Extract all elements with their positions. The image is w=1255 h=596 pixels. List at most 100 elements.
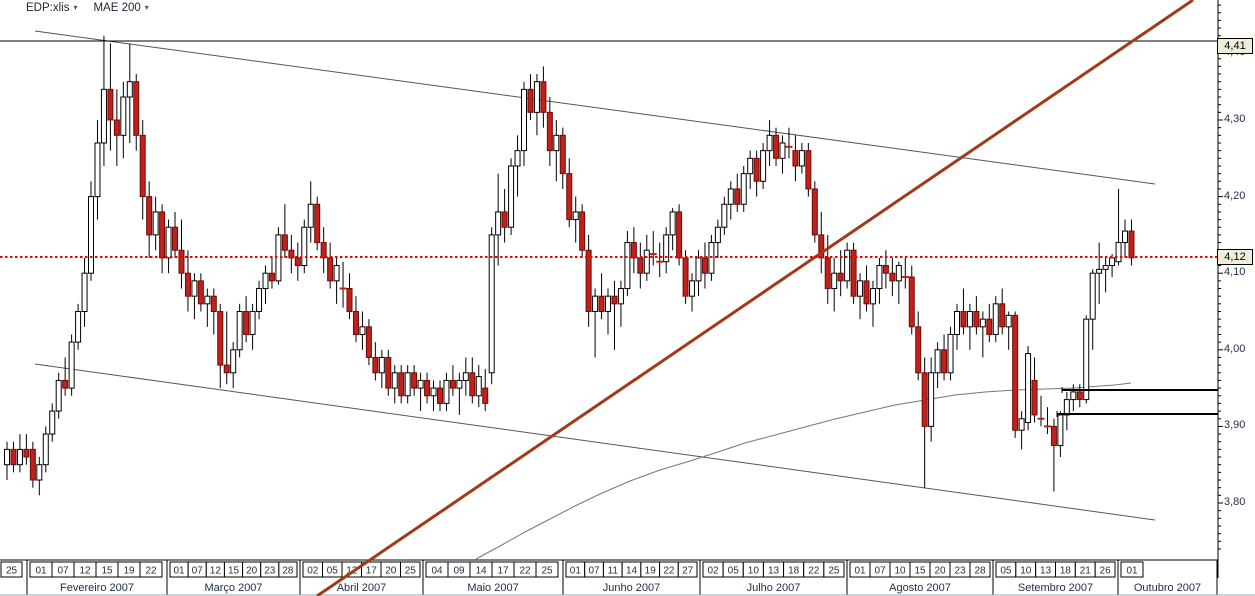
candle-down (113, 119, 120, 136)
candle-down (268, 272, 275, 282)
candle-down (915, 326, 922, 374)
month-label: Abril 2007 (337, 582, 387, 594)
candle-up (488, 234, 495, 374)
caret-down-icon: ▾ (73, 3, 78, 12)
candle-up (869, 288, 876, 305)
day-tick-label: 07 (192, 566, 204, 577)
candle-down (352, 311, 359, 335)
candle-up (301, 226, 308, 267)
day-tick-box (535, 561, 559, 578)
candle-down (243, 311, 250, 335)
candle-down (320, 242, 327, 259)
day-tick-label: 22 (663, 566, 675, 577)
candle-up (68, 341, 75, 389)
candle-doji (649, 253, 657, 256)
candle-down (546, 111, 553, 152)
candle-down (385, 356, 392, 389)
candle-up (443, 379, 450, 404)
candle-up (1025, 353, 1032, 424)
candle-up (514, 150, 521, 167)
day-tick-box (969, 561, 991, 578)
day-tick-label: 15 (914, 566, 926, 577)
symbol-dropdown[interactable]: EDP:xlis ▾ (26, 2, 77, 14)
day-tick-label: 25 (405, 566, 417, 577)
day-tick-box (677, 561, 698, 578)
candle-up (624, 242, 631, 290)
candle-up (760, 150, 767, 182)
month-label: Fevereiro 2007 (60, 582, 134, 594)
day-tick-label: 01 (854, 566, 866, 577)
candle-up (120, 96, 127, 136)
month-label: Maio 2007 (467, 582, 518, 594)
day-tick-label: 05 (728, 566, 740, 577)
candle-up (462, 372, 469, 381)
month-label: Julho 2007 (747, 582, 801, 594)
candle-up (75, 311, 82, 343)
candle-up (1063, 399, 1070, 416)
candle-down (559, 134, 566, 175)
candle-up (152, 211, 159, 236)
candle-down (469, 372, 476, 397)
candle-up (831, 272, 838, 290)
candle-down (159, 211, 166, 259)
candle-down (411, 372, 418, 389)
day-tick-label: 23 (264, 566, 276, 577)
uptrend-line[interactable] (316, 0, 1194, 596)
candlestick-series (4, 35, 1135, 496)
candle-down (941, 349, 948, 374)
candle-down (184, 272, 191, 297)
candle-up (617, 288, 624, 305)
candle-up (94, 142, 101, 198)
day-tick-label: 07 (589, 566, 601, 577)
candle-up (992, 303, 999, 335)
candle-down (921, 372, 928, 427)
day-tick-label: 12 (79, 566, 91, 577)
day-tick-label: 19 (645, 566, 657, 577)
day-tick-box (0, 561, 23, 578)
resistance-price-tag: 4,41 (1217, 38, 1253, 54)
day-tick-label: 09 (453, 566, 465, 577)
trendline-lower[interactable] (34, 363, 1156, 521)
y-axis-label: 4,30 (1224, 113, 1246, 125)
candle-down (824, 257, 831, 290)
y-axis-label: 4,00 (1224, 343, 1246, 355)
candle-down (637, 257, 644, 274)
candle-up (42, 433, 49, 466)
candle-down (424, 379, 431, 397)
day-tick-label: 01 (570, 566, 582, 577)
day-tick-label: 01 (35, 566, 47, 577)
candle-down (365, 326, 372, 358)
candle-down (566, 173, 573, 221)
candle-up (844, 249, 851, 282)
candle-down (327, 257, 334, 282)
candle-down (281, 234, 288, 251)
candle-up (404, 372, 411, 397)
candle-down (449, 379, 456, 389)
candle-up (798, 150, 805, 167)
candle-down (139, 134, 146, 198)
candle-up (689, 280, 696, 297)
day-tick-label: 28 (974, 566, 986, 577)
candle-up (553, 134, 560, 152)
candle-down (1076, 391, 1083, 401)
day-tick-label: 22 (808, 566, 820, 577)
day-tick-box (400, 561, 421, 578)
day-tick-label: 18 (1060, 566, 1072, 577)
candle-up (876, 265, 883, 290)
day-tick-label: 17 (366, 566, 378, 577)
indicator-dropdown[interactable]: MAE 200 ▾ (93, 2, 148, 14)
candle-down (217, 311, 224, 366)
day-tick-label: 21 (1080, 566, 1092, 577)
candle-up (495, 211, 502, 236)
candle-doji (901, 276, 909, 279)
trendline-upper[interactable] (34, 30, 1156, 185)
candle-up (430, 387, 437, 397)
day-tick-label: 13 (768, 566, 780, 577)
candle-down (372, 356, 379, 374)
candle-down (146, 196, 153, 236)
candle-down (701, 257, 708, 274)
candle-up (475, 376, 482, 397)
candle-down (1050, 425, 1057, 447)
